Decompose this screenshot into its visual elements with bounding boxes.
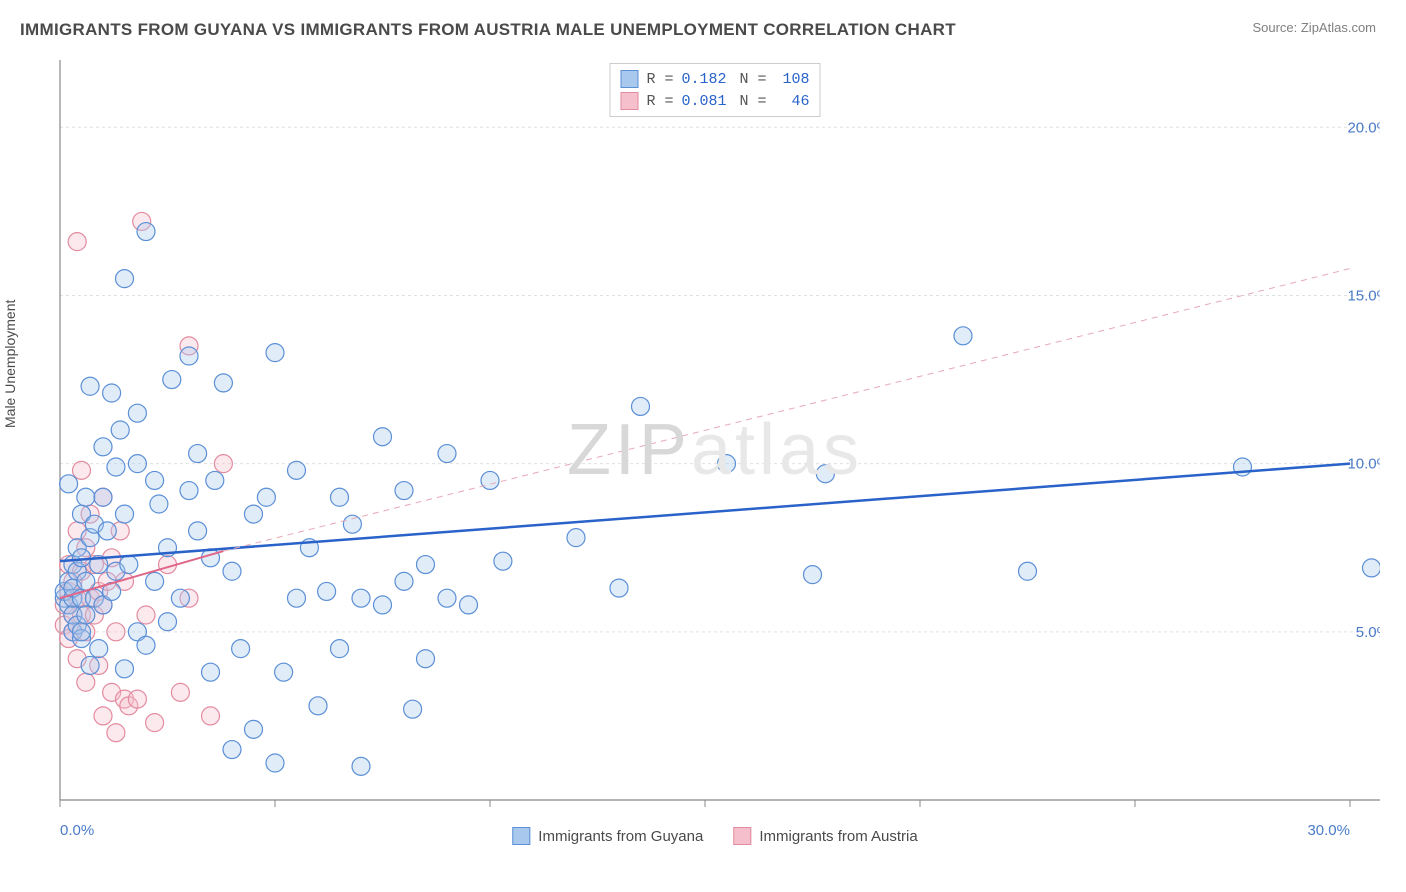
source-label: Source: ZipAtlas.com (1252, 20, 1376, 35)
y-axis-label: Male Unemployment (2, 300, 18, 428)
chart-title: IMMIGRANTS FROM GUYANA VS IMMIGRANTS FRO… (20, 20, 956, 40)
svg-text:20.0%: 20.0% (1347, 119, 1380, 136)
svg-text:30.0%: 30.0% (1307, 822, 1350, 839)
legend-swatch (620, 70, 638, 88)
legend-r-label: R = (646, 71, 673, 88)
legend-row: R = 0.182 N = 108 (620, 68, 809, 90)
legend-series-label: Immigrants from Guyana (538, 828, 703, 845)
legend-bottom-item: Immigrants from Guyana (512, 827, 703, 845)
legend-swatch (733, 827, 751, 845)
scatter-plot: 5.0% 10.0% 15.0% 20.0% 0.0% 30.0% (50, 60, 1380, 840)
legend-n-label: N = (740, 71, 767, 88)
legend-n-label: N = (740, 93, 767, 110)
legend-n-value: 108 (775, 71, 810, 88)
legend-bottom-item: Immigrants from Austria (733, 827, 917, 845)
legend-r-value: 0.081 (682, 93, 732, 110)
chart-container: ZIPatlas 5.0%10.0%15.0%20.0%0.0%30.0% R … (50, 60, 1380, 840)
svg-text:10.0%: 10.0% (1347, 456, 1380, 473)
legend-r-label: R = (646, 93, 673, 110)
svg-text:5.0%: 5.0% (1356, 624, 1380, 641)
series-legend: Immigrants from Guyana Immigrants from Au… (512, 827, 917, 845)
svg-text:15.0%: 15.0% (1347, 287, 1380, 304)
correlation-legend: R = 0.182 N = 108 R = 0.081 N = 46 (609, 63, 820, 117)
legend-row: R = 0.081 N = 46 (620, 90, 809, 112)
legend-swatch (620, 92, 638, 110)
legend-r-value: 0.182 (682, 71, 732, 88)
legend-n-value: 46 (775, 93, 810, 110)
legend-swatch (512, 827, 530, 845)
svg-text:0.0%: 0.0% (60, 822, 94, 839)
legend-series-label: Immigrants from Austria (759, 828, 917, 845)
